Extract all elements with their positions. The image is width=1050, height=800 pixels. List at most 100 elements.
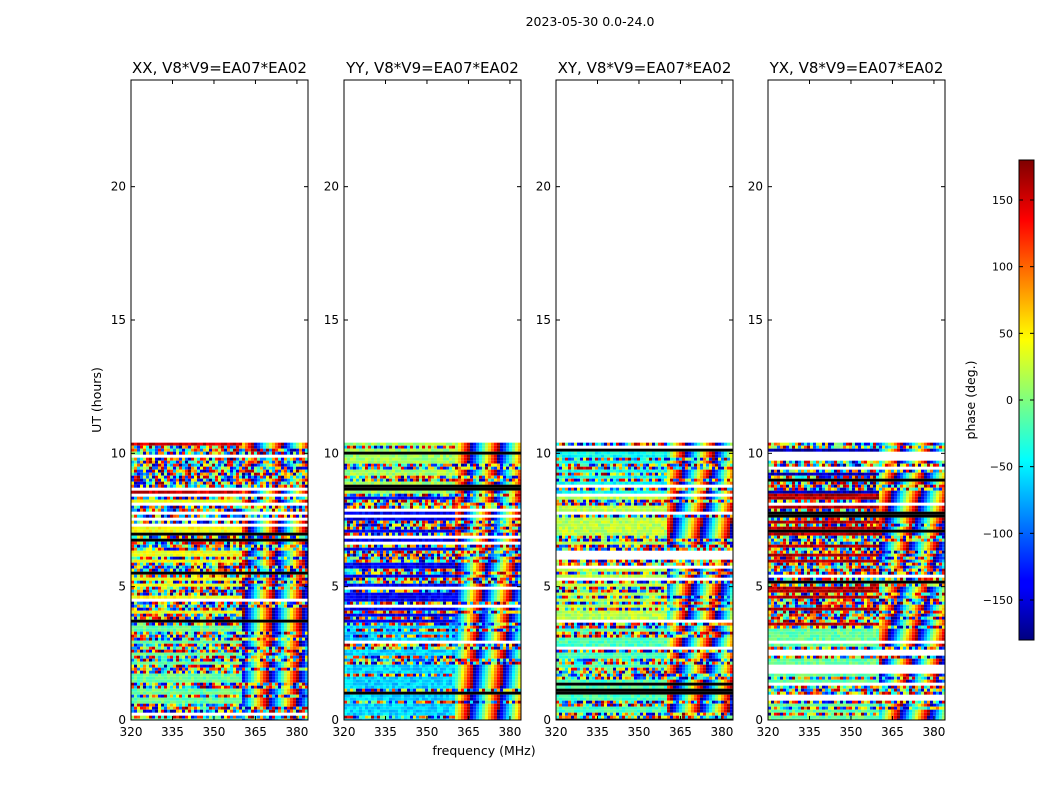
data-cell	[272, 595, 275, 599]
data-cell	[266, 562, 269, 566]
data-cell	[194, 718, 197, 720]
data-cell	[140, 442, 143, 446]
data-cell	[299, 550, 302, 554]
data-cell	[134, 649, 137, 653]
data-cell	[185, 628, 188, 632]
data-cell	[239, 529, 242, 533]
data-cell	[248, 640, 251, 644]
data-cell	[146, 451, 149, 455]
data-cell	[209, 535, 212, 539]
data-cell	[182, 709, 185, 713]
data-cell	[257, 547, 260, 551]
data-cell	[383, 445, 386, 449]
data-cell	[239, 604, 242, 608]
data-cell	[197, 703, 200, 707]
data-cell	[179, 562, 182, 566]
data-cell	[269, 643, 272, 647]
data-cell	[251, 631, 254, 635]
data-cell	[260, 451, 263, 455]
data-cell	[260, 649, 263, 653]
data-cell	[272, 544, 275, 548]
data-cell	[170, 670, 173, 674]
data-cell	[206, 673, 209, 677]
data-cell	[242, 646, 245, 650]
data-cell	[257, 718, 260, 720]
data-cell	[272, 604, 275, 608]
data-cell	[434, 442, 437, 446]
data-cell	[245, 559, 248, 563]
data-cell	[248, 667, 251, 671]
data-cell	[155, 682, 158, 686]
data-cell	[134, 547, 137, 551]
data-cell	[164, 691, 167, 695]
data-cell	[158, 592, 161, 596]
data-cell	[245, 577, 248, 581]
data-cell	[203, 457, 206, 461]
data-cell	[179, 505, 182, 509]
data-cell	[230, 634, 233, 638]
data-cell	[242, 706, 245, 710]
data-cell	[134, 706, 137, 710]
data-cell	[212, 496, 215, 500]
data-cell	[284, 508, 287, 512]
data-cell	[242, 676, 245, 680]
data-cell	[143, 466, 146, 470]
data-cell	[272, 547, 275, 551]
data-cell	[140, 592, 143, 596]
data-cell	[134, 718, 137, 720]
data-cell	[233, 601, 236, 605]
data-cell	[149, 709, 152, 713]
data-cell	[296, 472, 299, 476]
data-cell	[224, 667, 227, 671]
data-cell	[275, 562, 278, 566]
data-cell	[224, 664, 227, 668]
data-cell	[236, 490, 239, 494]
data-cell	[158, 496, 161, 500]
data-cell	[146, 499, 149, 503]
data-cell	[251, 562, 254, 566]
data-cell	[131, 673, 134, 677]
data-cell	[200, 655, 203, 659]
data-cell	[257, 580, 260, 584]
data-cell	[278, 553, 281, 557]
data-cell	[287, 715, 290, 719]
data-cell	[179, 706, 182, 710]
data-cell	[191, 550, 194, 554]
data-cell	[197, 718, 200, 720]
data-cell	[290, 442, 293, 446]
data-cell	[263, 577, 266, 581]
data-cell	[281, 679, 284, 683]
data-cell	[224, 499, 227, 503]
data-cell	[239, 652, 242, 656]
data-cell	[302, 685, 305, 689]
data-cell	[161, 655, 164, 659]
data-cell	[248, 646, 251, 650]
data-cell	[161, 709, 164, 713]
data-cell	[230, 535, 233, 539]
data-cell	[287, 544, 290, 548]
data-cell	[215, 661, 218, 665]
data-cell	[290, 685, 293, 689]
data-cell	[197, 550, 200, 554]
data-cell	[215, 622, 218, 626]
data-cell	[302, 679, 305, 683]
data-cell	[167, 526, 170, 530]
data-cell	[248, 616, 251, 620]
data-cell	[203, 691, 206, 695]
data-cell	[260, 655, 263, 659]
data-cell	[278, 649, 281, 653]
data-cell	[275, 616, 278, 620]
data-cell	[134, 520, 137, 524]
data-cell	[170, 457, 173, 461]
data-cell	[140, 541, 143, 545]
data-cell	[185, 694, 188, 698]
data-cell	[236, 463, 239, 467]
data-cell	[194, 490, 197, 494]
data-cell	[224, 577, 227, 581]
data-cell	[182, 700, 185, 704]
data-cell	[266, 694, 269, 698]
data-cell	[518, 442, 521, 446]
data-cell	[212, 556, 215, 560]
data-cell	[239, 646, 242, 650]
data-cell	[200, 472, 203, 476]
